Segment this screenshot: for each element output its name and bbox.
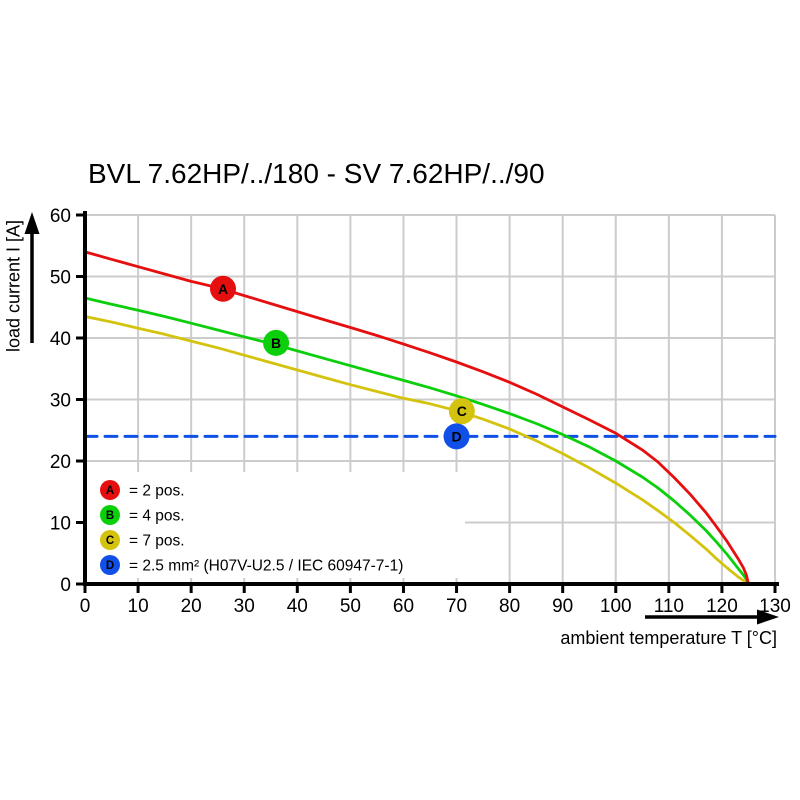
legend-swatch-C <box>100 530 120 550</box>
x-tick-label: 40 <box>287 596 308 617</box>
marker-A <box>210 275 236 302</box>
marker-B <box>263 329 290 356</box>
x-tick-label: 100 <box>600 596 632 617</box>
marker-D <box>443 423 470 450</box>
x-tick-label: 110 <box>654 596 684 617</box>
legend-letter-A: A <box>106 485 114 497</box>
y-tick-label: 0 <box>60 575 71 596</box>
y-tick-label: 40 <box>50 329 71 350</box>
marker-letter-D: D <box>451 428 461 444</box>
legend-letter-D: D <box>106 560 114 572</box>
legend-label-A: = 2 pos. <box>129 483 185 500</box>
legend-background <box>85 472 465 578</box>
x-tick-label: 50 <box>340 596 361 617</box>
marker-letter-A: A <box>218 281 228 297</box>
marker-C <box>448 398 475 425</box>
legend-letter-B: B <box>106 510 114 522</box>
legend-label-D: = 2.5 mm² (H07V-U2.5 / IEC 60947-7-1) <box>129 558 403 575</box>
x-tick-label: 90 <box>552 596 573 617</box>
marker-letter-C: C <box>457 403 467 419</box>
x-tick-label: 70 <box>446 596 467 617</box>
legend-swatch-A <box>100 480 120 500</box>
y-tick-label: 10 <box>50 514 71 535</box>
marker-letter-B: B <box>271 335 281 351</box>
curve-B <box>83 296 750 586</box>
x-tick-label: 20 <box>181 596 202 617</box>
x-tick-label: 0 <box>80 596 91 617</box>
x-tick-label: 80 <box>499 596 520 617</box>
legend-label-C: = 7 pos. <box>129 533 185 550</box>
legend-letter-C: C <box>106 535 114 547</box>
chart-title: BVL 7.62HP/../180 - SV 7.62HP/../90 <box>88 158 545 189</box>
x-tick-label: 30 <box>234 596 255 617</box>
curve-C <box>83 315 750 586</box>
x-tick-label: 60 <box>393 596 414 617</box>
x-tick-label: 120 <box>706 596 738 617</box>
y-tick-label: 30 <box>50 391 71 412</box>
x-tick-label: 10 <box>128 596 149 617</box>
legend-label-B: = 4 pos. <box>129 508 185 525</box>
legend-swatch-D <box>100 555 120 575</box>
x-axis-arrow-icon <box>757 609 779 625</box>
legend-swatch-B <box>100 505 120 525</box>
x-tick-label: 130 <box>759 596 791 617</box>
x-axis-label: ambient temperature T [°C] <box>560 628 777 648</box>
y-tick-label: 50 <box>50 268 71 289</box>
y-tick-label: 20 <box>50 452 71 473</box>
y-tick-label: 60 <box>50 206 71 227</box>
y-axis-arrow-icon <box>24 212 40 234</box>
